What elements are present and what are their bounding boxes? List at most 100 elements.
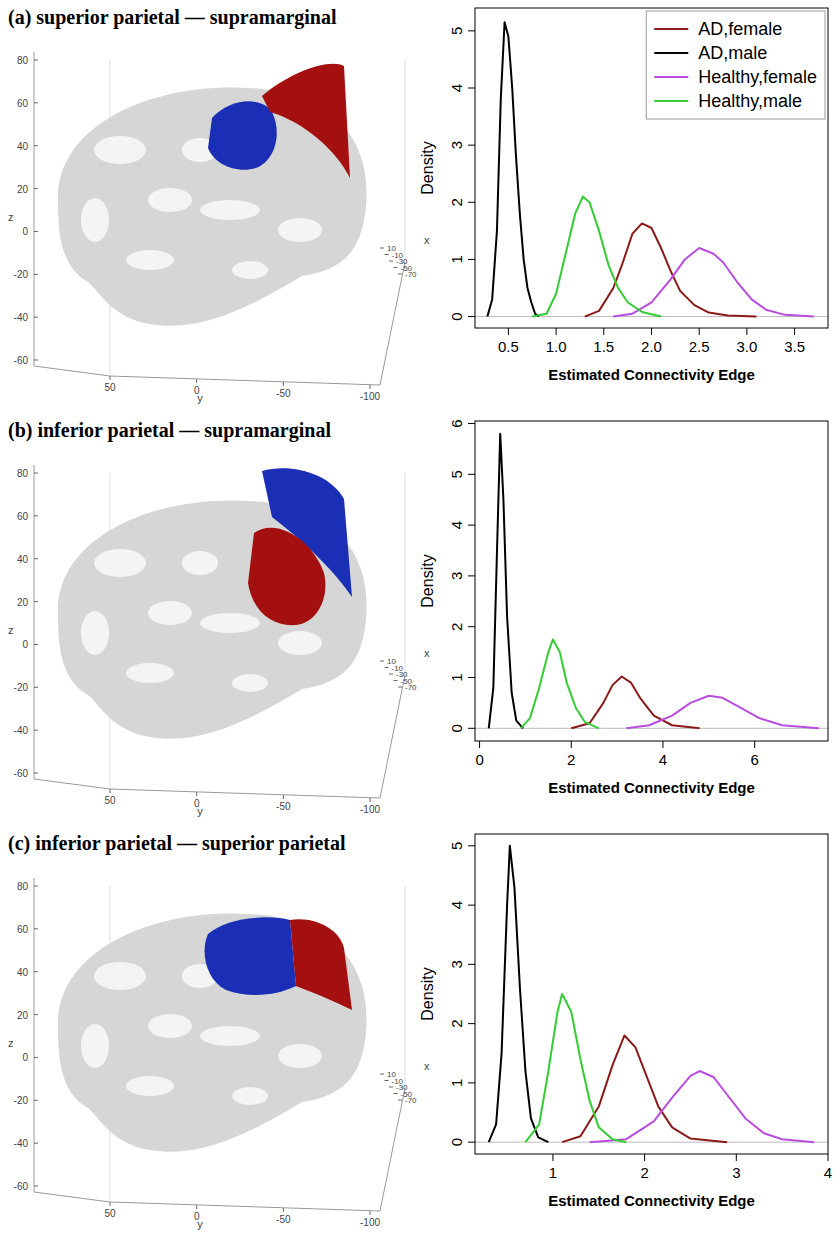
y-tick <box>468 728 475 729</box>
y-axis-label: y <box>197 1218 203 1230</box>
z-tick <box>34 730 38 731</box>
brain-surface <box>58 913 367 1151</box>
legend-swatch <box>654 76 688 78</box>
z-tick <box>34 886 38 887</box>
panel-title: (c) inferior parietal — superior parieta… <box>8 832 346 855</box>
z-tick-label: 40 <box>17 967 29 978</box>
region-blue <box>205 917 296 995</box>
x-tick <box>380 1074 384 1075</box>
x-tick <box>398 687 402 688</box>
y-tick <box>468 88 475 89</box>
density-panel: (b) inferior parietal — supramarginal024… <box>8 419 828 796</box>
z-tick <box>34 928 38 929</box>
x-axis-line <box>380 262 405 385</box>
y-tick <box>468 423 475 424</box>
x-tick <box>394 680 398 681</box>
y-tick <box>468 964 475 965</box>
z-axis-label: z <box>8 1037 14 1049</box>
density-curve <box>532 197 661 317</box>
x-axis-title: Estimated Connectivity Edge <box>548 366 755 383</box>
z-tick <box>34 145 38 146</box>
y-tick <box>468 525 475 526</box>
x-tick <box>389 674 393 675</box>
x-tick <box>571 741 572 748</box>
z-tick <box>34 1143 38 1144</box>
x-axis-line <box>380 1088 405 1211</box>
figure: (a) superior parietal — supramarginal0.5… <box>0 0 837 1241</box>
sulcus <box>126 1076 174 1096</box>
x-tick <box>398 274 402 275</box>
y-tick-label: 4 <box>448 84 465 92</box>
z-tick <box>34 687 38 688</box>
x-axis-line <box>380 675 405 798</box>
z-tick <box>34 188 38 189</box>
plot-frame <box>475 8 828 328</box>
y-tick <box>370 385 371 389</box>
x-tick <box>828 1154 829 1161</box>
x-tick <box>746 328 747 335</box>
x-tick-label: 0 <box>475 751 483 768</box>
z-tick <box>34 317 38 318</box>
sulcus <box>200 200 260 220</box>
y-tick-label: 4 <box>448 521 465 529</box>
y-tick <box>468 145 475 146</box>
grid-line <box>405 473 406 675</box>
z-tick-label: -60 <box>14 355 29 366</box>
y-tick <box>468 905 475 906</box>
sulcus <box>278 1044 322 1068</box>
brain-view: 806040200-20-40-60z500-50-100y10-10-30-5… <box>8 52 430 404</box>
x-tick <box>385 254 389 255</box>
plot-frame <box>475 421 828 741</box>
x-axis-label: x <box>424 1060 430 1072</box>
x-tick <box>651 328 652 335</box>
sulcus <box>94 136 146 164</box>
x-tick <box>385 1080 389 1081</box>
density-curve <box>613 248 813 317</box>
x-tick <box>794 328 795 335</box>
x-tick <box>394 267 398 268</box>
z-axis-label: z <box>8 624 14 636</box>
y-tick-label: -50 <box>276 801 291 812</box>
density-curve <box>525 994 626 1142</box>
x-axis-label: x <box>424 647 430 659</box>
z-tick <box>34 515 38 516</box>
y-axis-title: Density <box>419 554 436 607</box>
y-tick <box>110 789 111 793</box>
x-tick <box>556 328 557 335</box>
z-tick-label: 60 <box>17 924 29 935</box>
sulcus <box>148 1014 192 1038</box>
z-tick-label: -40 <box>14 1138 29 1149</box>
region-red <box>248 528 325 625</box>
x-tick <box>699 328 700 335</box>
y-tick <box>468 202 475 203</box>
z-tick <box>34 231 38 232</box>
x-tick-label: 3 <box>732 1164 740 1181</box>
sulcus <box>278 631 322 655</box>
z-tick-label: -20 <box>14 1095 29 1106</box>
z-tick <box>34 1100 38 1101</box>
sulcus <box>278 218 322 242</box>
x-tick <box>380 661 384 662</box>
y-tick <box>468 259 475 260</box>
y-tick-label: 50 <box>104 795 116 806</box>
density-panel: (a) superior parietal — supramarginal0.5… <box>8 6 828 383</box>
region-red <box>262 64 350 178</box>
sulcus <box>126 250 174 270</box>
y-axis-line <box>110 789 380 798</box>
y-tick <box>468 1082 475 1083</box>
y-tick <box>468 30 475 31</box>
y-tick <box>468 474 475 475</box>
x-tick <box>662 741 663 748</box>
z-axis-line <box>34 52 35 366</box>
region-red <box>290 919 352 1010</box>
x-tick-label: 1.5 <box>593 338 614 355</box>
y-axis-label: y <box>197 392 203 404</box>
y-tick-label: 2 <box>448 623 465 631</box>
y-tick <box>283 1208 284 1212</box>
zero-line <box>475 1142 828 1143</box>
y-tick <box>370 1211 371 1215</box>
sulcus <box>94 962 146 990</box>
y-tick-label: 2 <box>448 1019 465 1027</box>
legend-label: AD,male <box>698 43 767 63</box>
z-tick-label: 20 <box>17 184 29 195</box>
